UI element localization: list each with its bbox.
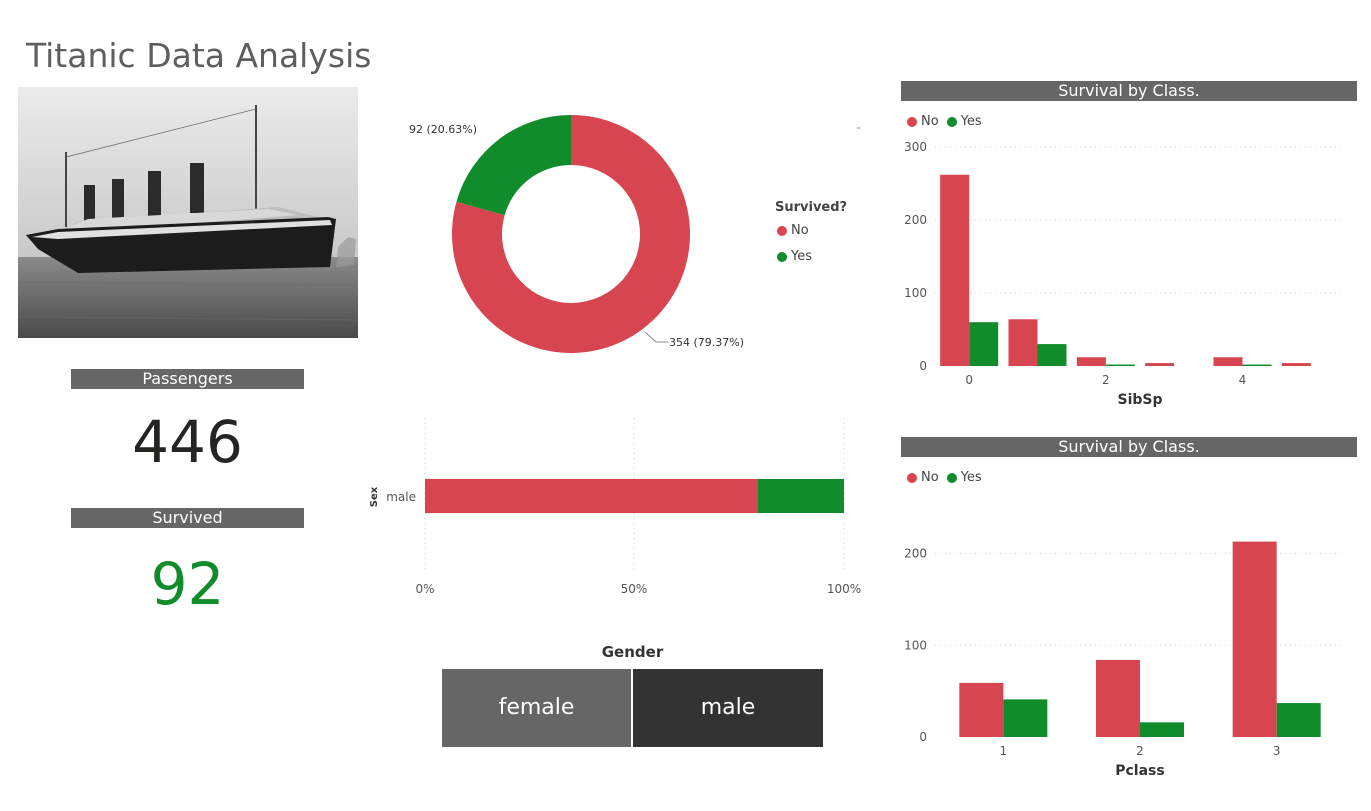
sibsp-chart-title: Survival by Class. xyxy=(901,81,1357,101)
x-tick-label: 1 xyxy=(1000,744,1008,758)
donut-legend-title: Survived? xyxy=(775,200,848,215)
y-tick-label: 0 xyxy=(919,359,927,373)
x-tick-50: 50% xyxy=(621,582,648,596)
x-tick-label: 2 xyxy=(1102,373,1110,387)
pclass-legend-yes[interactable]: Yes xyxy=(960,470,982,485)
bar-no-5[interactable] xyxy=(1281,363,1311,366)
pclass-legend-no[interactable]: No xyxy=(921,470,939,485)
donut-legend-yes-label: Yes xyxy=(791,249,812,264)
survival-donut-chart: 92 (20.63%) 354 (79.37%) xyxy=(409,115,860,353)
bar-no-2[interactable] xyxy=(1076,357,1106,366)
x-tick-label: 2 xyxy=(1136,744,1144,758)
bar-yes-4[interactable] xyxy=(1242,364,1272,366)
bar-yes-2[interactable] xyxy=(1105,364,1135,366)
donut-label-no: 354 (79.37%) xyxy=(669,336,744,349)
yes-color-dot xyxy=(946,116,957,127)
bar-no-1[interactable] xyxy=(959,682,1004,737)
bar-no-3[interactable] xyxy=(1232,541,1277,737)
no-color-dot xyxy=(777,225,787,236)
yes-color-dot xyxy=(946,472,957,483)
x-tick-label: 0 xyxy=(965,373,973,387)
pclass-bar-chart: 0 100 200 1 2 3 Pclass xyxy=(904,541,1345,779)
y-tick-label: 200 xyxy=(904,213,927,227)
donut-slice-yes[interactable] xyxy=(456,115,571,216)
x-tick-label: 4 xyxy=(1239,373,1247,387)
page-title: Titanic Data Analysis xyxy=(26,36,372,75)
x-tick-100: 100% xyxy=(827,582,861,596)
bar-yes-1[interactable] xyxy=(1003,699,1048,737)
survived-card-header: Survived xyxy=(71,508,304,528)
bar-no-2[interactable] xyxy=(1096,659,1140,737)
sex-stacked-bar-chart: Sex male 0% 50% 100% xyxy=(369,418,861,596)
no-color-dot xyxy=(907,472,917,483)
x-tick-0: 0% xyxy=(415,582,434,596)
survived-count: 92 xyxy=(150,550,225,618)
bar-yes-0[interactable] xyxy=(969,322,999,366)
sex-bar-no[interactable] xyxy=(425,479,758,513)
donut-leader-yes xyxy=(857,127,860,129)
no-color-dot xyxy=(907,116,917,127)
sibsp-legend-yes[interactable]: Yes xyxy=(960,114,982,129)
pclass-chart-title: Survival by Class. xyxy=(901,437,1357,457)
gender-slicer-title: Gender xyxy=(601,643,664,661)
sibsp-bar-chart: 0 100 200 300 0 2 4 SibSp xyxy=(904,140,1345,408)
x-axis-title: SibSp xyxy=(1117,392,1162,408)
bar-yes-3[interactable] xyxy=(1276,703,1321,737)
donut-legend-yes[interactable]: Yes xyxy=(777,249,812,264)
bar-no-0[interactable] xyxy=(940,174,970,366)
y-tick-label: 100 xyxy=(904,286,927,300)
gender-option-female[interactable]: female xyxy=(442,669,631,747)
bar-no-3[interactable] xyxy=(1145,363,1175,366)
passengers-count: 446 xyxy=(132,408,243,476)
bar-yes-2[interactable] xyxy=(1140,722,1184,737)
sibsp-legend-no[interactable]: No xyxy=(921,114,939,129)
x-tick-label: 3 xyxy=(1273,744,1281,758)
donut-label-yes: 92 (20.63%) xyxy=(409,123,477,136)
donut-slice-no[interactable] xyxy=(452,115,690,353)
y-tick-label: 100 xyxy=(904,638,927,652)
x-axis-title: Pclass xyxy=(1115,763,1164,779)
bar-no-4[interactable] xyxy=(1213,357,1243,366)
donut-slices xyxy=(452,115,690,353)
gender-slicer: female male xyxy=(442,669,823,747)
pclass-legend: No Yes xyxy=(907,470,982,485)
donut-leader-no xyxy=(644,331,668,343)
sibsp-legend: No Yes xyxy=(907,114,982,129)
yes-color-dot xyxy=(777,251,787,262)
donut-legend-no-label: No xyxy=(791,223,809,238)
y-tick-label: 0 xyxy=(919,730,927,744)
bar-no-1[interactable] xyxy=(1008,319,1038,366)
passengers-card-header: Passengers xyxy=(71,369,304,389)
y-tick-label: 200 xyxy=(904,547,927,561)
titanic-ship-image xyxy=(18,87,358,338)
gender-option-male[interactable]: male xyxy=(633,669,823,747)
sex-axis-title: Sex xyxy=(369,486,380,507)
sex-bar-yes[interactable] xyxy=(757,479,844,513)
donut-legend-no[interactable]: No xyxy=(777,223,809,238)
bar-yes-1[interactable] xyxy=(1037,344,1067,366)
sex-category-label: male xyxy=(386,490,416,504)
y-tick-label: 300 xyxy=(904,140,927,154)
